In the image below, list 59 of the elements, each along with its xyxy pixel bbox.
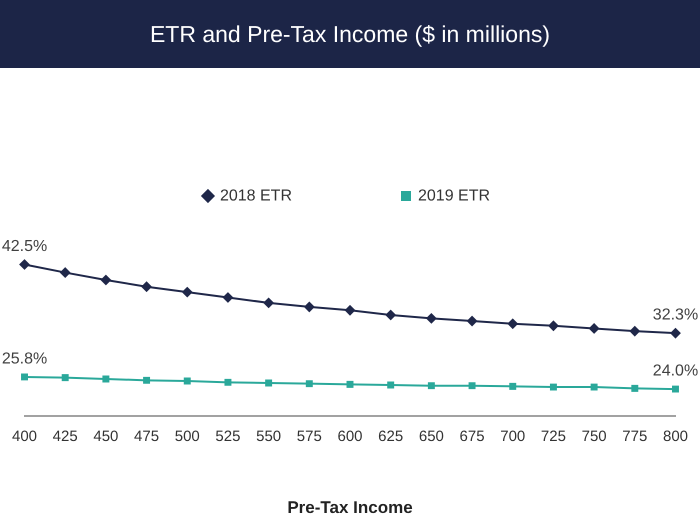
x-tick-label: 425 (52, 428, 78, 446)
data-label: 24.0% (652, 362, 698, 380)
point (264, 298, 274, 308)
point (100, 274, 111, 285)
point (467, 316, 478, 326)
point (387, 382, 394, 388)
point (548, 320, 558, 331)
x-tick-label: 600 (337, 428, 363, 446)
x-axis-title: Pre-Tax Income (286, 498, 414, 518)
point (60, 268, 70, 278)
point (550, 384, 557, 391)
point (345, 305, 355, 316)
point (21, 373, 28, 380)
point (184, 378, 191, 384)
x-tick-label: 700 (500, 428, 526, 446)
point (630, 326, 640, 336)
point (672, 386, 679, 393)
point (306, 380, 313, 388)
point (468, 382, 476, 390)
point (62, 374, 69, 382)
x-tick-label: 625 (378, 428, 404, 446)
point (182, 287, 192, 298)
x-tick-label: 500 (174, 428, 200, 446)
point (670, 328, 680, 338)
point (346, 380, 354, 388)
point (224, 378, 232, 386)
x-tick-label: 675 (460, 428, 485, 446)
point (143, 376, 150, 384)
x-tick-label: 525 (215, 428, 240, 446)
legend-label: 2018 ETR (220, 187, 292, 204)
point (386, 310, 396, 320)
x-tick-label: 775 (622, 428, 648, 446)
x-tick-label: 400 (12, 428, 38, 446)
x-tick-label: 750 (582, 428, 607, 446)
point (590, 384, 598, 391)
point (509, 382, 516, 390)
x-tick-label: 800 (662, 428, 688, 446)
x-tick-label: 725 (540, 428, 566, 446)
point (426, 313, 436, 324)
x-tick-label: 550 (256, 428, 282, 446)
x-tick-label: 650 (418, 428, 444, 446)
point (631, 384, 638, 392)
data-label: 25.8% (2, 350, 48, 368)
point (304, 302, 314, 312)
point (20, 260, 30, 270)
x-tick-label: 575 (296, 428, 322, 446)
point (428, 382, 435, 390)
point (589, 323, 600, 334)
chart-title: ETR and Pre-Tax Income ($ in millions) (0, 0, 700, 68)
legend-label: 2019 ETR (418, 187, 490, 204)
data-label: 32.3% (652, 306, 698, 324)
x-tick-label: 475 (134, 428, 160, 446)
point (265, 380, 272, 386)
point (222, 292, 233, 302)
point (142, 282, 152, 292)
x-tick-label: 450 (93, 428, 118, 446)
point (102, 375, 110, 382)
point (508, 318, 518, 329)
data-label: 42.5% (2, 238, 48, 255)
